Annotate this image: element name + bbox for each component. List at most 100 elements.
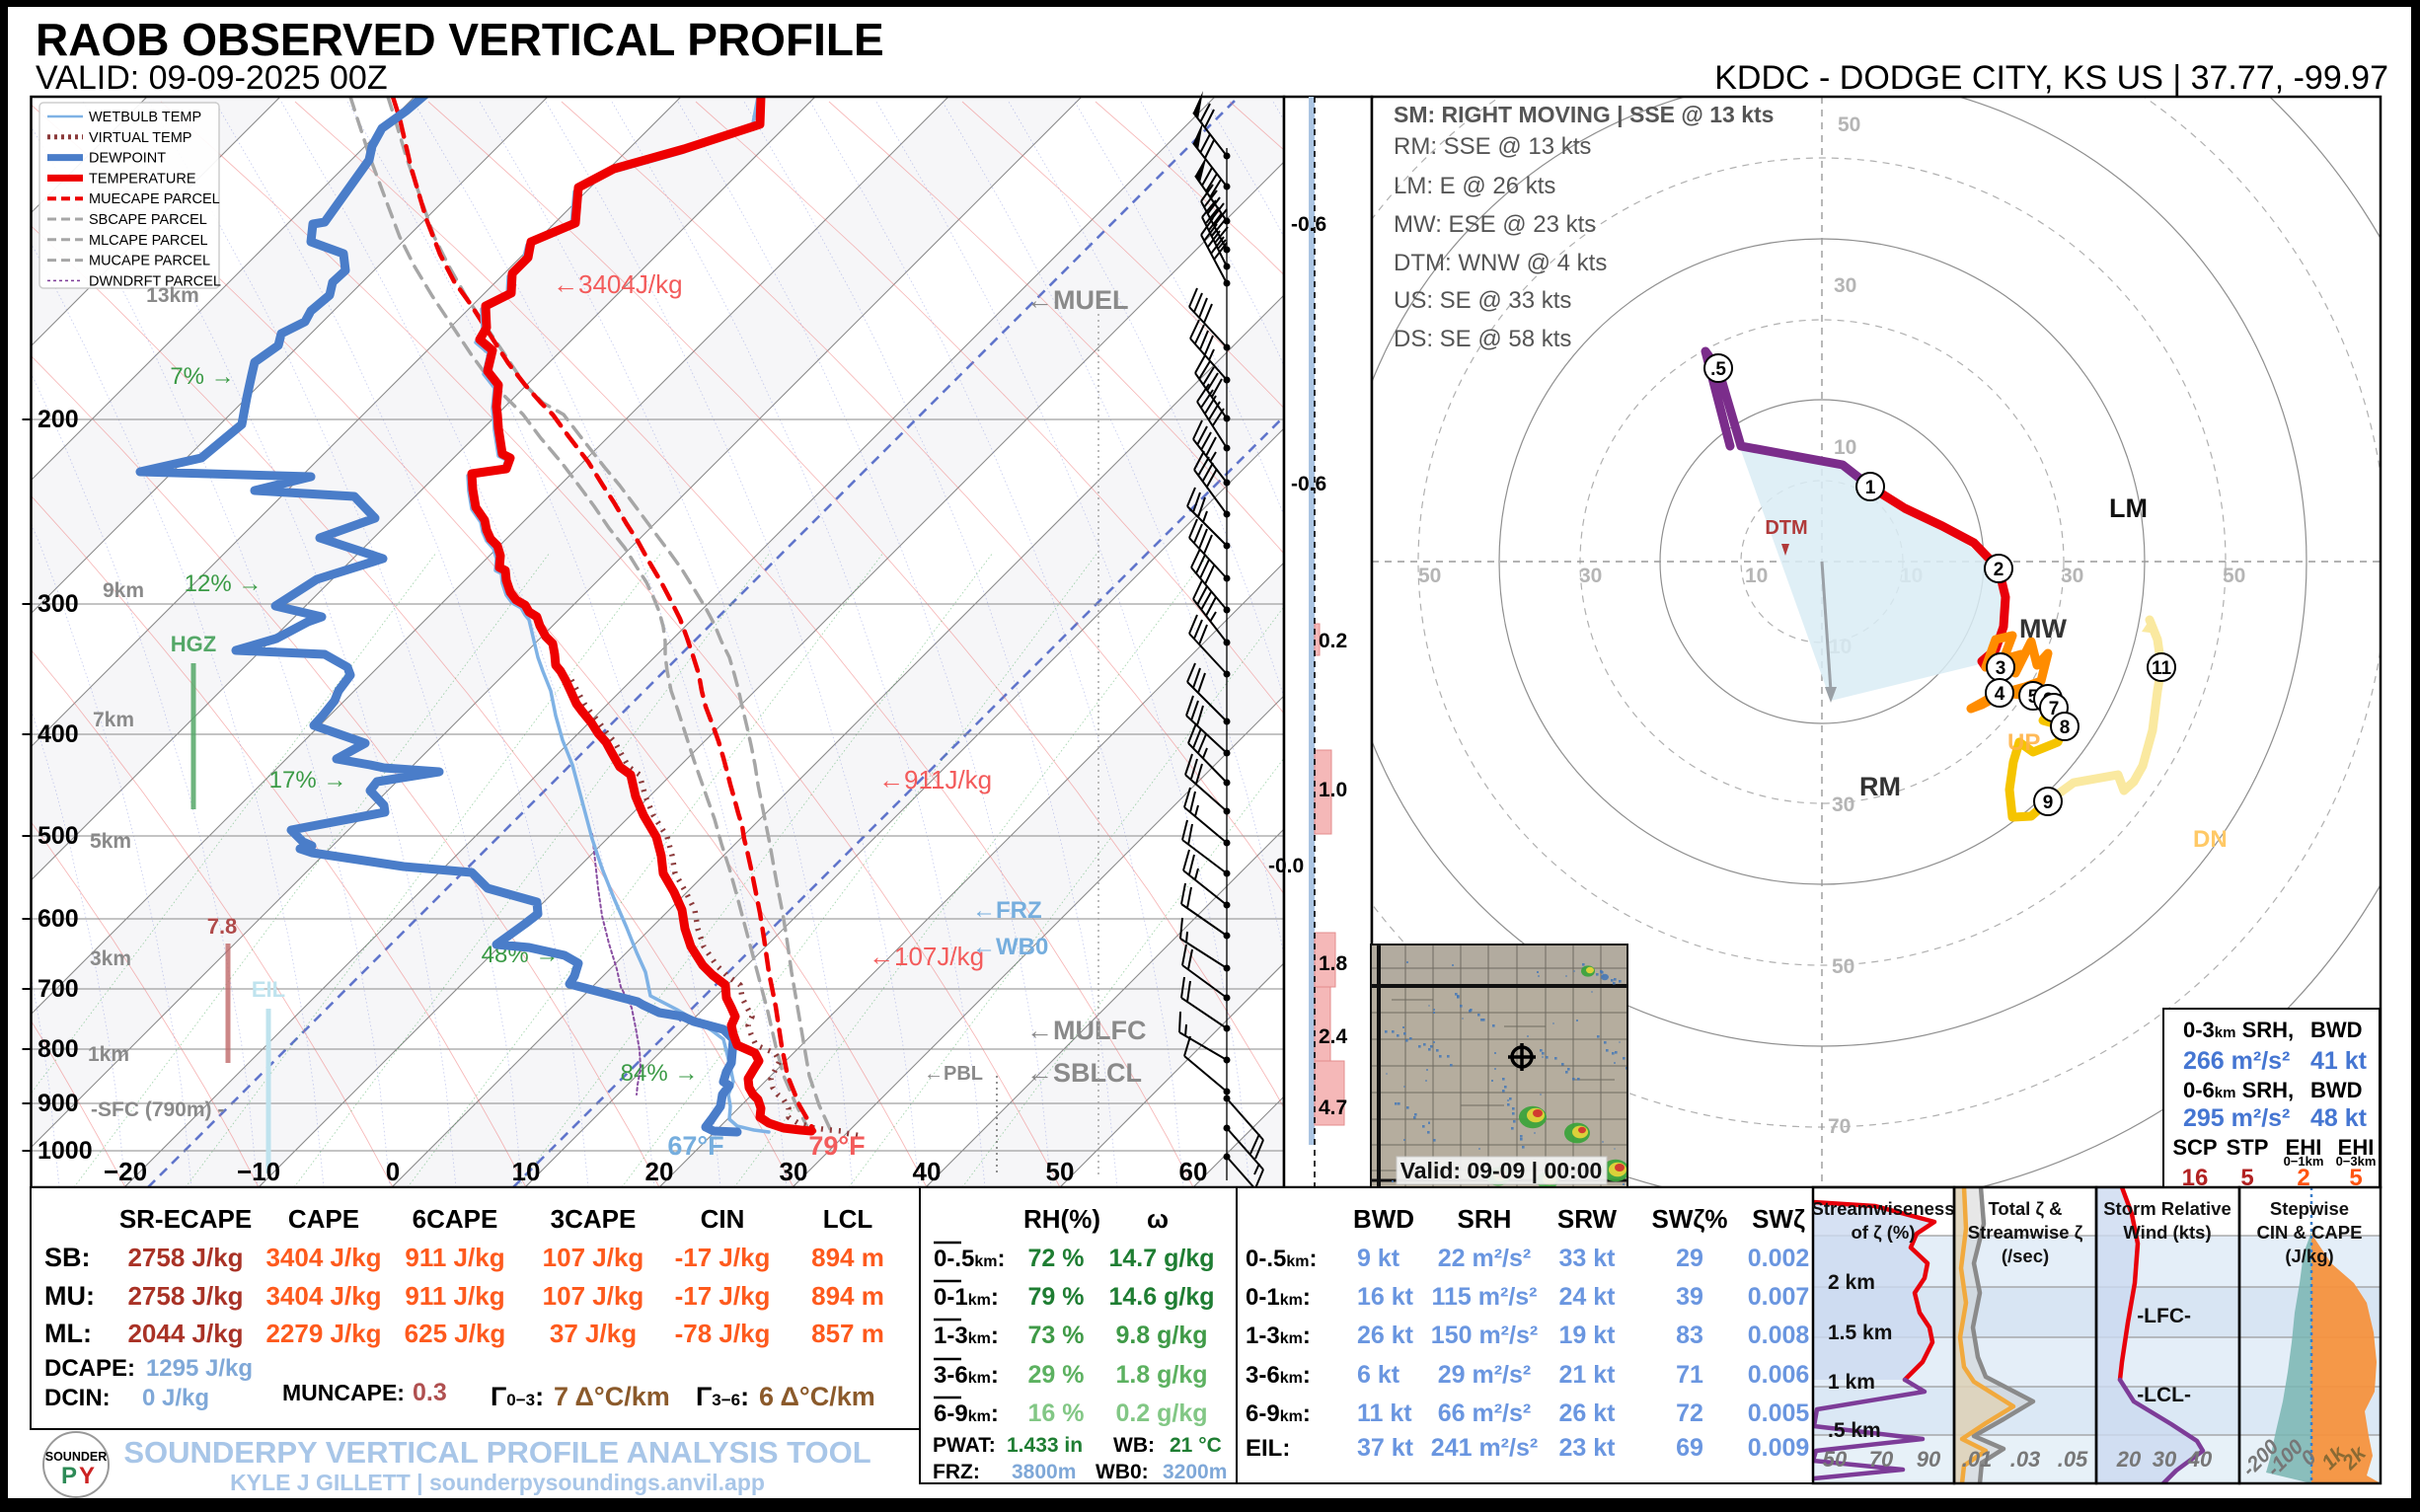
svg-text:3-6km:: 3-6km:	[934, 1362, 999, 1389]
svg-text:200: 200	[38, 406, 79, 433]
svg-text:30: 30	[2061, 565, 2083, 587]
svg-text:3CAPE: 3CAPE	[551, 1204, 637, 1234]
svg-text:←FRZ: ←FRZ	[972, 897, 1042, 924]
svg-text:ML:: ML:	[44, 1319, 92, 1348]
svg-text:DTM: DTM	[1765, 517, 1807, 539]
svg-text:DEWPOINT: DEWPOINT	[89, 151, 166, 167]
svg-text:MW: ESE @ 23 kts: MW: ESE @ 23 kts	[1394, 211, 1596, 238]
svg-text:2279 J/kg: 2279 J/kg	[265, 1319, 381, 1348]
svg-text:30: 30	[1579, 565, 1602, 587]
svg-text:30: 30	[1832, 794, 1854, 816]
svg-text:33 kt: 33 kt	[1559, 1245, 1617, 1272]
svg-text:-17 J/kg: -17 J/kg	[675, 1281, 771, 1311]
svg-text:50: 50	[1418, 565, 1441, 587]
svg-text:SM: RIGHT MOVING | SSE @ 13 kt: SM: RIGHT MOVING | SSE @ 13 kts	[1394, 102, 1774, 127]
svg-text:EHI: EHI	[2338, 1135, 2375, 1160]
svg-text:0−3km: 0−3km	[2336, 1154, 2377, 1169]
svg-text:WETBULB TEMP: WETBULB TEMP	[89, 110, 201, 125]
svg-text:29 m²/s²: 29 m²/s²	[1438, 1361, 1531, 1389]
svg-text:12% →: 12% →	[185, 570, 263, 597]
svg-text:19 kt: 19 kt	[1559, 1322, 1617, 1349]
svg-text:1.8 g/kg: 1.8 g/kg	[1115, 1361, 1207, 1389]
svg-text:VALID: 09-09-2025 00Z: VALID: 09-09-2025 00Z	[36, 59, 388, 97]
svg-text:1.8: 1.8	[1319, 952, 1348, 975]
svg-text:894 m: 894 m	[811, 1281, 884, 1311]
svg-text:Valid: 09-09 | 00:00: Valid: 09-09 | 00:00	[1400, 1158, 1603, 1183]
svg-text:VIRTUAL TEMP: VIRTUAL TEMP	[89, 130, 191, 146]
svg-text:16 %: 16 %	[1028, 1399, 1085, 1427]
svg-text:3800m: 3800m	[1012, 1461, 1076, 1483]
svg-text:13km: 13km	[146, 284, 199, 307]
svg-text:1.5 km: 1.5 km	[1828, 1322, 1892, 1344]
svg-text:107 J/kg: 107 J/kg	[543, 1243, 644, 1272]
svg-text:83: 83	[1676, 1322, 1703, 1349]
svg-text:0.009: 0.009	[1748, 1434, 1810, 1462]
svg-text:7.8: 7.8	[207, 914, 238, 939]
svg-text:16 kt: 16 kt	[1357, 1283, 1414, 1311]
svg-text:3200m: 3200m	[1163, 1461, 1227, 1483]
svg-text:←911J/kg: ←911J/kg	[878, 765, 992, 794]
svg-text:Stepwise: Stepwise	[2270, 1198, 2349, 1219]
svg-text:900: 900	[38, 1090, 79, 1117]
svg-text:STP: STP	[2227, 1135, 2269, 1160]
svg-text:0-6km SRH,: 0-6km SRH,	[2183, 1078, 2294, 1102]
svg-text:50: 50	[2223, 565, 2245, 587]
svg-text:911 J/kg: 911 J/kg	[405, 1243, 504, 1272]
svg-text:26 kt: 26 kt	[1357, 1322, 1414, 1349]
svg-text:EHI: EHI	[2286, 1135, 2322, 1160]
svg-text:of ζ (%): of ζ (%)	[1851, 1222, 1915, 1244]
svg-text:11 kt: 11 kt	[1357, 1399, 1412, 1427]
svg-text:2 km: 2 km	[1828, 1271, 1875, 1294]
svg-text:2044 J/kg: 2044 J/kg	[127, 1319, 243, 1348]
svg-text:2: 2	[2297, 1165, 2309, 1191]
svg-text:Total ζ &: Total ζ &	[1989, 1198, 2063, 1220]
svg-text:0.005: 0.005	[1748, 1399, 1810, 1427]
svg-text:150 m²/s²: 150 m²/s²	[1431, 1322, 1538, 1349]
svg-text:79°F: 79°F	[808, 1131, 865, 1161]
svg-text:72: 72	[1676, 1399, 1703, 1427]
svg-text:30: 30	[2153, 1447, 2177, 1472]
svg-text:RM: RM	[1859, 772, 1901, 801]
svg-text:BWD: BWD	[2310, 1018, 2363, 1042]
svg-text:LM: LM	[2109, 493, 2148, 523]
svg-text:MLCAPE PARCEL: MLCAPE PARCEL	[89, 233, 208, 249]
svg-text:84% →: 84% →	[621, 1060, 699, 1087]
svg-text:Storm Relative: Storm Relative	[2103, 1198, 2231, 1219]
svg-text:2758 J/kg: 2758 J/kg	[127, 1243, 243, 1272]
svg-text:0.002: 0.002	[1748, 1245, 1810, 1272]
svg-text:SRW: SRW	[1557, 1204, 1618, 1234]
svg-text:107 J/kg: 107 J/kg	[543, 1281, 644, 1311]
svg-text:857 m: 857 m	[811, 1319, 884, 1348]
svg-text:37 J/kg: 37 J/kg	[550, 1319, 637, 1348]
svg-text:5km: 5km	[90, 830, 131, 853]
svg-text:90: 90	[1917, 1447, 1941, 1472]
svg-text:0.008: 0.008	[1748, 1322, 1810, 1349]
svg-text:-17 J/kg: -17 J/kg	[675, 1243, 771, 1272]
svg-text:←MULFC: ←MULFC	[1026, 1016, 1146, 1045]
svg-text:0.2: 0.2	[1319, 630, 1347, 652]
svg-text:.05: .05	[2058, 1447, 2088, 1472]
svg-text:0−1km: 0−1km	[2284, 1154, 2324, 1169]
svg-text:-SFC (790m) -: -SFC (790m) -	[91, 1098, 224, 1121]
svg-text:2: 2	[1994, 560, 2004, 580]
svg-text:400: 400	[38, 720, 79, 748]
svg-text:3km: 3km	[90, 947, 131, 970]
svg-text:79 %: 79 %	[1028, 1283, 1085, 1311]
svg-text:1 km: 1 km	[1828, 1371, 1875, 1394]
svg-text:RM: SSE @ 13 kts: RM: SSE @ 13 kts	[1394, 133, 1591, 160]
svg-text:MUNCAPE:: MUNCAPE:	[282, 1380, 405, 1405]
svg-text:(/sec): (/sec)	[2002, 1246, 2049, 1266]
svg-text:37 kt: 37 kt	[1357, 1434, 1414, 1462]
svg-text:500: 500	[38, 822, 79, 850]
svg-text:73 %: 73 %	[1028, 1322, 1085, 1349]
svg-text:DS: SE @ 58 kts: DS: SE @ 58 kts	[1394, 326, 1571, 352]
svg-text:40: 40	[913, 1157, 942, 1186]
svg-text:-LFC-: -LFC-	[2137, 1305, 2191, 1327]
svg-text:0: 0	[386, 1157, 400, 1186]
svg-text:70: 70	[1828, 1115, 1851, 1138]
svg-text:Streamwiseness: Streamwiseness	[1811, 1198, 1954, 1219]
svg-text:←SBLCL: ←SBLCL	[1026, 1058, 1142, 1088]
svg-text:26 kt: 26 kt	[1559, 1399, 1617, 1427]
svg-text:6 kt: 6 kt	[1357, 1361, 1400, 1389]
svg-text:22 m²/s²: 22 m²/s²	[1438, 1245, 1531, 1272]
